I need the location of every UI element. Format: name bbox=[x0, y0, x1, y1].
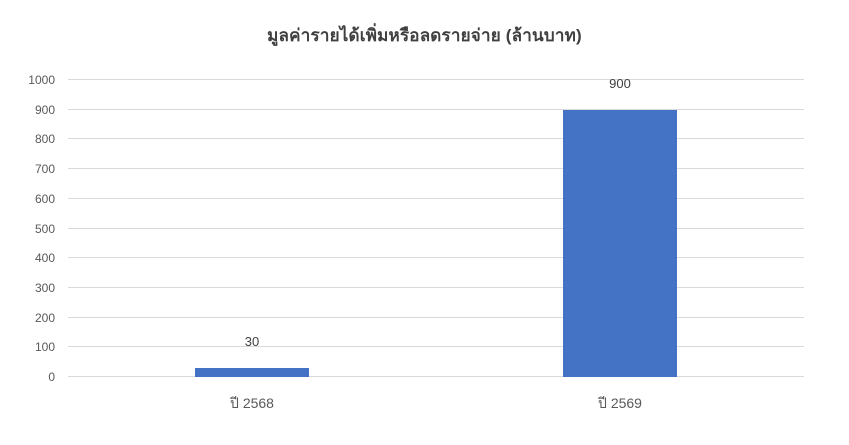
y-tick-label: 100 bbox=[34, 340, 55, 355]
y-tick-label: 800 bbox=[34, 132, 55, 147]
y-tick-label: 200 bbox=[34, 310, 55, 325]
gridline bbox=[68, 197, 804, 199]
y-tick-label: 600 bbox=[34, 191, 55, 206]
plot-area: 0 100 200 300 400 500 600 700 800 900 1000 30 ปี 256… bbox=[28, 73, 804, 411]
gridline bbox=[68, 376, 804, 377]
gridline bbox=[68, 79, 804, 80]
y-tick-label: 900 bbox=[34, 102, 55, 117]
gridline bbox=[68, 168, 804, 170]
gridline bbox=[68, 346, 804, 348]
x-category-label: ปี 2569 bbox=[598, 395, 642, 411]
y-tick-label: 400 bbox=[34, 251, 55, 266]
chart-title: มูลค่ารายได้เพิ่มหรือลดรายจ่าย (ล้านบาท) bbox=[267, 26, 582, 45]
gridline bbox=[68, 257, 804, 259]
gridline bbox=[68, 286, 804, 288]
y-tick-label: 300 bbox=[34, 280, 55, 295]
gridline bbox=[68, 138, 804, 140]
x-category-label: ปี 2568 bbox=[230, 395, 274, 411]
bar-value-label: 30 bbox=[244, 334, 260, 350]
y-tick-label: 700 bbox=[34, 162, 55, 177]
bar-value-label: 900 bbox=[609, 75, 631, 91]
gridline bbox=[68, 227, 804, 229]
y-tick-label: 0 bbox=[48, 370, 55, 384]
bar bbox=[195, 368, 309, 377]
gridline bbox=[68, 316, 804, 318]
y-tick-label: 500 bbox=[34, 221, 55, 236]
gridline bbox=[68, 108, 804, 110]
bar bbox=[563, 109, 677, 377]
y-tick-label: 1000 bbox=[28, 73, 55, 87]
